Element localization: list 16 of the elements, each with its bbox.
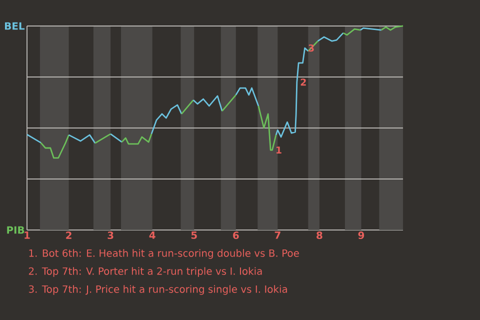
x-tick-label: 7 xyxy=(274,232,280,239)
x-tick-label: 1 xyxy=(24,232,30,239)
text: BEL xyxy=(4,22,25,30)
text: PIB xyxy=(7,226,24,234)
x-tick-label: 5 xyxy=(191,232,197,239)
text: 2. Top 7th: V. Porter hit a 2-run triple vs I. Iokia xyxy=(28,267,262,277)
x-tick-label: 9 xyxy=(358,232,364,240)
text: 1. Bot 6th: E. Heath hit a run-scoring double vs B. Poe xyxy=(29,249,299,259)
x-tick-label: 2 xyxy=(66,232,72,239)
x-tick-label: 6 xyxy=(233,232,239,240)
annotation: 1 xyxy=(276,146,282,154)
text: 3. Top 7th: J. Price hit a run-scoring single vs I. Iokia xyxy=(28,285,287,295)
x-tick-label: 4 xyxy=(149,232,156,239)
x-tick-label: 8 xyxy=(316,232,322,240)
x-tick-label: 3 xyxy=(108,232,114,240)
annotation: 2 xyxy=(300,78,306,86)
